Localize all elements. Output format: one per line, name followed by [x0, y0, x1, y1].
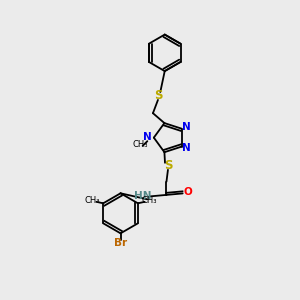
- Text: N: N: [182, 143, 190, 153]
- Text: S: S: [154, 89, 163, 102]
- Text: N: N: [143, 132, 152, 142]
- Text: CH₃: CH₃: [133, 140, 148, 148]
- Text: HN: HN: [134, 191, 152, 201]
- Text: CH₃: CH₃: [84, 196, 100, 205]
- Text: S: S: [164, 159, 173, 172]
- Text: Br: Br: [114, 238, 127, 248]
- Text: N: N: [182, 122, 190, 132]
- Text: CH₃: CH₃: [141, 196, 157, 205]
- Text: O: O: [184, 187, 192, 197]
